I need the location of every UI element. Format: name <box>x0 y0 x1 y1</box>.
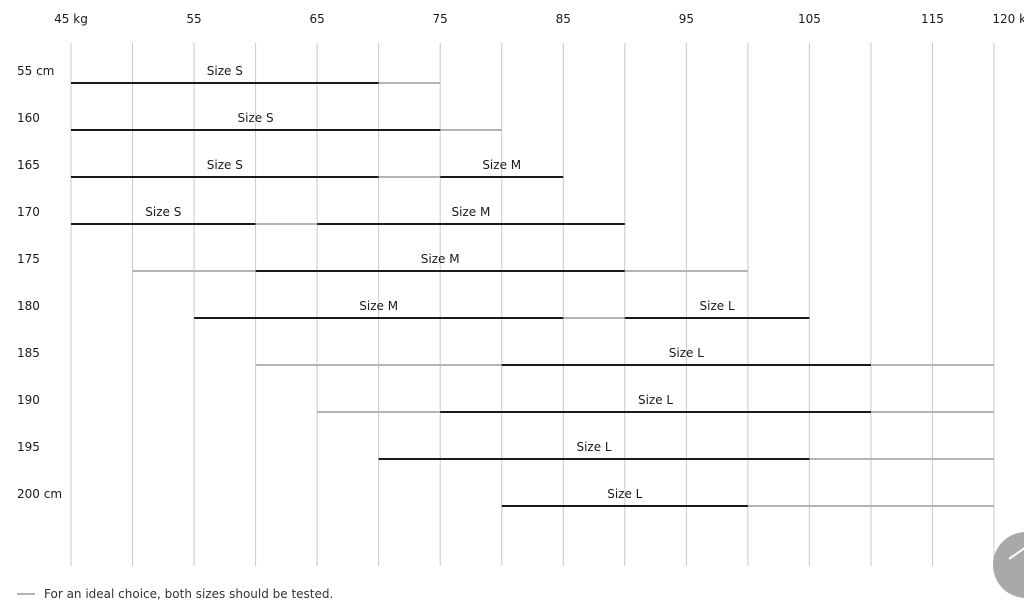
size-label: Size M <box>452 205 491 219</box>
row-label: 175 <box>17 252 40 266</box>
x-tick-label: 95 <box>679 12 694 26</box>
x-tick-label: 55 <box>186 12 201 26</box>
size-label: Size S <box>207 158 243 172</box>
x-tick-label: 120 kg <box>992 12 1024 26</box>
size-label: Size L <box>607 487 642 501</box>
size-label: Size L <box>576 440 611 454</box>
legend-swatch <box>17 593 35 595</box>
x-tick-label: 105 <box>798 12 821 26</box>
row-label: 190 <box>17 393 40 407</box>
row-label: 180 <box>17 299 40 313</box>
size-label: Size M <box>482 158 521 172</box>
row-label: 170 <box>17 205 40 219</box>
x-tick-label: 45 kg <box>54 12 88 26</box>
row-label: 165 <box>17 158 40 172</box>
size-label: Size S <box>238 111 274 125</box>
arrow-up-icon <box>1008 544 1024 560</box>
size-label: Size L <box>700 299 735 313</box>
row-label: 185 <box>17 346 40 360</box>
row-label: 55 cm <box>17 64 54 78</box>
size-label: Size L <box>638 393 673 407</box>
row-label: 160 <box>17 111 40 125</box>
size-label: Size M <box>421 252 460 266</box>
size-label: Size S <box>145 205 181 219</box>
x-tick-label: 65 <box>309 12 324 26</box>
legend-footnote-text: For an ideal choice, both sizes should b… <box>44 587 334 601</box>
size-label: Size L <box>669 346 704 360</box>
x-tick-label: 115 <box>921 12 944 26</box>
row-label: 200 cm <box>17 487 62 501</box>
legend-footnote: For an ideal choice, both sizes should b… <box>17 586 333 602</box>
x-tick-label: 85 <box>556 12 571 26</box>
x-tick-label: 75 <box>433 12 448 26</box>
size-label: Size S <box>207 64 243 78</box>
size-label: Size M <box>359 299 398 313</box>
row-label: 195 <box>17 440 40 454</box>
